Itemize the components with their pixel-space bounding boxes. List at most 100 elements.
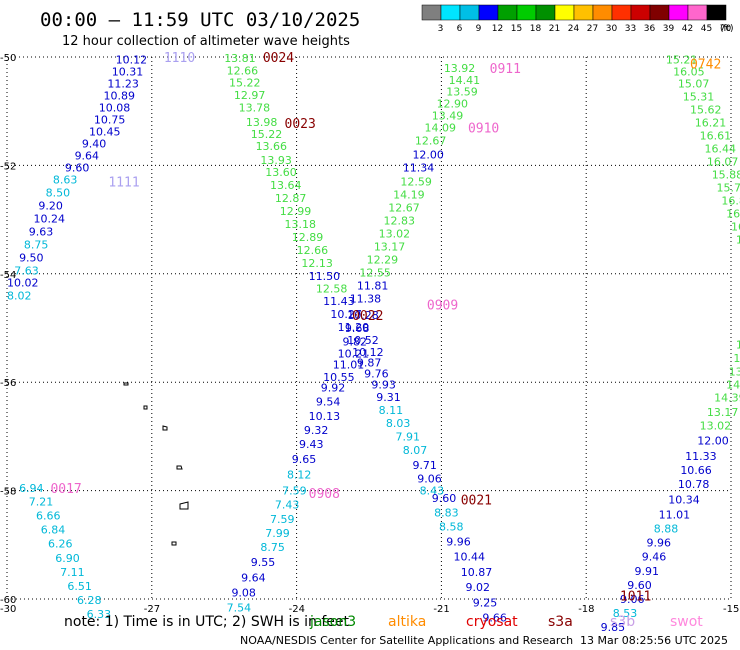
pass-id-label: 0022 bbox=[352, 309, 383, 324]
swh-value-label: 9.40 bbox=[82, 138, 107, 151]
swh-value-label: 6.28 bbox=[77, 594, 102, 607]
swh-value-label: 9.60 bbox=[65, 162, 90, 175]
y-tick-label: -56 bbox=[0, 378, 16, 389]
swh-value-label: 16.81 bbox=[721, 195, 740, 208]
chart-title: 00:00 – 11:59 UTC 03/10/2025 bbox=[40, 9, 360, 31]
swh-value-label: 9.08 bbox=[231, 586, 256, 599]
colorbar-label: 45 bbox=[701, 24, 712, 34]
colorbar-label: 27 bbox=[587, 24, 598, 34]
swh-value-label: 10.75 bbox=[94, 113, 126, 126]
track-1110: 10.1210.3111.2310.8910.0810.7510.459.409… bbox=[7, 54, 147, 303]
swh-value-label: 9.31 bbox=[376, 391, 401, 404]
track-1011: 113.13.414.1914.3913.1713.0212.0011.3310… bbox=[601, 338, 740, 634]
swh-value-label: 13.02 bbox=[379, 228, 411, 241]
colorbar-swatch bbox=[630, 4, 651, 21]
colorbar-swatch bbox=[611, 4, 632, 21]
swh-value-label: 14.19 bbox=[726, 378, 740, 391]
swh-value-label: 10.78 bbox=[678, 478, 710, 491]
pass-id-label: 0023 bbox=[285, 117, 316, 132]
swh-value-label: 7.63 bbox=[14, 265, 38, 278]
swh-value-label: 9.60 bbox=[627, 579, 652, 592]
swh-value-label: 11.81 bbox=[357, 280, 389, 293]
colorbar-swatch bbox=[573, 4, 594, 21]
swh-value-label: 9.93 bbox=[371, 378, 396, 391]
colorbar-label: 12 bbox=[492, 24, 503, 34]
swh-value-label: 16.05 bbox=[673, 66, 705, 79]
colorbar-label: 6 bbox=[457, 24, 463, 34]
swh-value-label: 8.75 bbox=[260, 541, 285, 554]
island-shape bbox=[162, 425, 168, 431]
swh-value-label: 9.87 bbox=[357, 357, 382, 370]
colorbar-unit: (ft) bbox=[720, 24, 734, 34]
swh-value-label: 14.09 bbox=[425, 121, 457, 134]
swh-value-label: 8.63 bbox=[53, 173, 78, 186]
colorbar-swatch bbox=[592, 4, 613, 21]
swh-value-label: 8.88 bbox=[654, 523, 679, 536]
swh-value-label: 8.02 bbox=[7, 289, 32, 302]
swh-value-label: 9.32 bbox=[304, 424, 329, 437]
swh-value-label: 14.19 bbox=[393, 189, 425, 202]
swh-value-label: 9.43 bbox=[299, 438, 324, 451]
swh-value-label: 7.91 bbox=[396, 430, 421, 443]
colorbar-swatch bbox=[516, 4, 537, 21]
swh-value-label: 8.07 bbox=[403, 444, 428, 457]
swh-value-label: 11.01 bbox=[659, 508, 691, 521]
swh-value-label: 7.59 bbox=[282, 485, 307, 498]
swh-value-label: 7.99 bbox=[265, 527, 290, 540]
swh-value-label: 10.13 bbox=[309, 410, 341, 423]
chart-subtitle: 12 hour collection of altimeter wave hei… bbox=[62, 34, 350, 49]
swh-value-label: 7.21 bbox=[29, 495, 54, 508]
swh-value-label: 16.07 bbox=[707, 156, 739, 169]
island-shape bbox=[143, 405, 148, 410]
swh-value-label: 11.50 bbox=[309, 270, 341, 283]
swh-value-label: 9.66 bbox=[482, 611, 507, 624]
swh-value-label: 13.66 bbox=[256, 140, 288, 153]
satellite-legend: jason3 altika cryosat s3a s3b swot bbox=[309, 614, 703, 630]
swh-value-label: 15.88 bbox=[712, 169, 740, 182]
swh-value-label: 15.22 bbox=[251, 128, 283, 141]
swh-value-label: 8.50 bbox=[46, 187, 71, 200]
swh-value-label: 8.03 bbox=[386, 417, 411, 430]
swh-value-label: 10.87 bbox=[461, 566, 493, 579]
colorbar-label: 36 bbox=[644, 24, 656, 34]
swh-value-label: 9.65 bbox=[292, 453, 317, 466]
axis-ticks: -30 -27 -24 -21 -18 -15 -50 -52 -54 -56 -58 -60 bbox=[0, 53, 739, 615]
colorbar-label: 3 bbox=[438, 24, 444, 34]
swh-value-label: 9.76 bbox=[364, 368, 389, 381]
swh-value-label: 9.82 bbox=[342, 336, 367, 349]
swh-value-label: 9.46 bbox=[642, 551, 667, 564]
colorbar-label: 42 bbox=[682, 24, 693, 34]
swh-value-label: 9.06 bbox=[620, 593, 645, 606]
x-tick-label: -21 bbox=[433, 604, 449, 615]
track-0017: 6.947.21 6.666.846.266.907.116.516.286.33 bbox=[19, 482, 111, 621]
swh-value-label: 15.62 bbox=[690, 104, 722, 117]
colorbar-label: 30 bbox=[606, 24, 618, 34]
swh-value-label: 6.84 bbox=[41, 524, 66, 537]
swh-value-label: 13.4 bbox=[729, 365, 740, 378]
swh-value-label: 12.90 bbox=[437, 98, 469, 111]
pass-labels: 1110 0024 0023 1111 0911 0910 0742 0022 0909 0017… bbox=[50, 51, 721, 605]
swh-value-label: 9.71 bbox=[412, 459, 437, 472]
swh-value-label: 15.22 bbox=[229, 76, 261, 89]
track-0911: 13.9214.4113.5912.9013.4914.0912.6712.00… bbox=[227, 62, 481, 615]
swh-value-label: 9.60 bbox=[432, 492, 457, 505]
swh-value-label: 10.34 bbox=[668, 493, 700, 506]
swh-value-label: 14.39 bbox=[714, 391, 740, 404]
legend-item-altika: altika bbox=[388, 614, 426, 630]
swh-value-label: 9.55 bbox=[251, 556, 276, 569]
swh-value-label: 12.29 bbox=[367, 254, 399, 267]
swh-value-label: 16.61 bbox=[700, 130, 732, 143]
swh-value-label: 8.75 bbox=[24, 239, 49, 252]
y-tick-label: -50 bbox=[0, 53, 16, 64]
coastline bbox=[123, 382, 189, 546]
swh-value-label: 12.89 bbox=[292, 231, 324, 244]
pass-id-label: 0908 bbox=[309, 487, 340, 502]
swh-value-label: 8.58 bbox=[439, 520, 464, 533]
swh-value-label: 16.44 bbox=[704, 143, 736, 156]
colorbar-swatch bbox=[459, 4, 480, 21]
altimeter-tracks: 10.1210.3111.2310.8910.0810.7510.459.409… bbox=[7, 52, 740, 634]
chart-note: note: 1) Time is in UTC; 2) SWH is in fe… bbox=[64, 614, 350, 630]
swh-value-label: 12.66 bbox=[227, 65, 259, 78]
footer-timestamp: 13 Mar 08:25:56 UTC 2025 bbox=[580, 634, 728, 647]
pass-id-label: 0911 bbox=[490, 62, 521, 77]
